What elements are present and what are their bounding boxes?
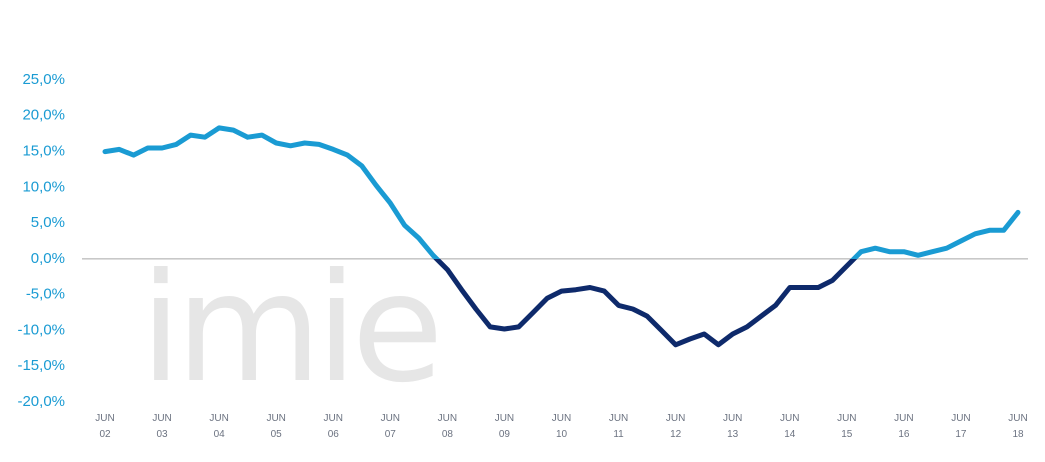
y-tick-label: 10,0% <box>22 178 65 195</box>
x-tick-label: 12 <box>670 429 682 440</box>
x-tick-label: JUN <box>209 413 228 424</box>
x-tick-label: JUN <box>438 413 457 424</box>
x-tick-label: JUN <box>609 413 628 424</box>
line <box>102 125 1021 348</box>
y-tick-label: 25,0% <box>22 71 65 88</box>
x-tick-label: JUN <box>381 413 400 424</box>
x-tick-label: JUN <box>666 413 685 424</box>
x-tick-label: JUN <box>152 413 171 424</box>
y-tick-label: 20,0% <box>22 107 65 124</box>
x-tick-label: 18 <box>1012 429 1024 440</box>
x-tick-label: 03 <box>157 429 169 440</box>
y-tick-label: 5,0% <box>31 214 65 231</box>
x-tick-label: 07 <box>385 429 397 440</box>
x-tick-label: JUN <box>266 413 285 424</box>
x-tick-label: 02 <box>99 429 111 440</box>
y-tick-label: -10,0% <box>17 321 65 338</box>
x-tick-label: 09 <box>499 429 511 440</box>
x-tick-label: 16 <box>898 429 910 440</box>
x-tick-label: JUN <box>552 413 571 424</box>
watermark: imie <box>140 242 438 416</box>
x-tick-label: JUN <box>780 413 799 424</box>
x-tick-label: 05 <box>271 429 283 440</box>
x-tick-label: 13 <box>727 429 739 440</box>
y-tick-label: -5,0% <box>26 286 65 303</box>
x-tick-label: JUN <box>95 413 114 424</box>
x-tick-label: 04 <box>214 429 226 440</box>
y-tick-label: -20,0% <box>17 393 65 410</box>
x-tick-label: JUN <box>324 413 343 424</box>
x-tick-label: 17 <box>955 429 967 440</box>
x-tick-label: 15 <box>841 429 853 440</box>
x-tick-label: 14 <box>784 429 796 440</box>
x-tick-label: JUN <box>1008 413 1027 424</box>
x-tick-label: JUN <box>894 413 913 424</box>
x-tick-label: JUN <box>723 413 742 424</box>
x-tick-label: JUN <box>837 413 856 424</box>
x-tick-label: JUN <box>951 413 970 424</box>
x-tick-label: 06 <box>328 429 340 440</box>
x-tick-label: JUN <box>495 413 514 424</box>
x-tick-label: 08 <box>442 429 454 440</box>
y-tick-label: 15,0% <box>22 143 65 160</box>
x-tick-label: 11 <box>613 429 624 440</box>
y-tick-label: -15,0% <box>17 357 65 374</box>
y-tick-label: 0,0% <box>31 250 65 267</box>
x-tick-label: 10 <box>556 429 568 440</box>
